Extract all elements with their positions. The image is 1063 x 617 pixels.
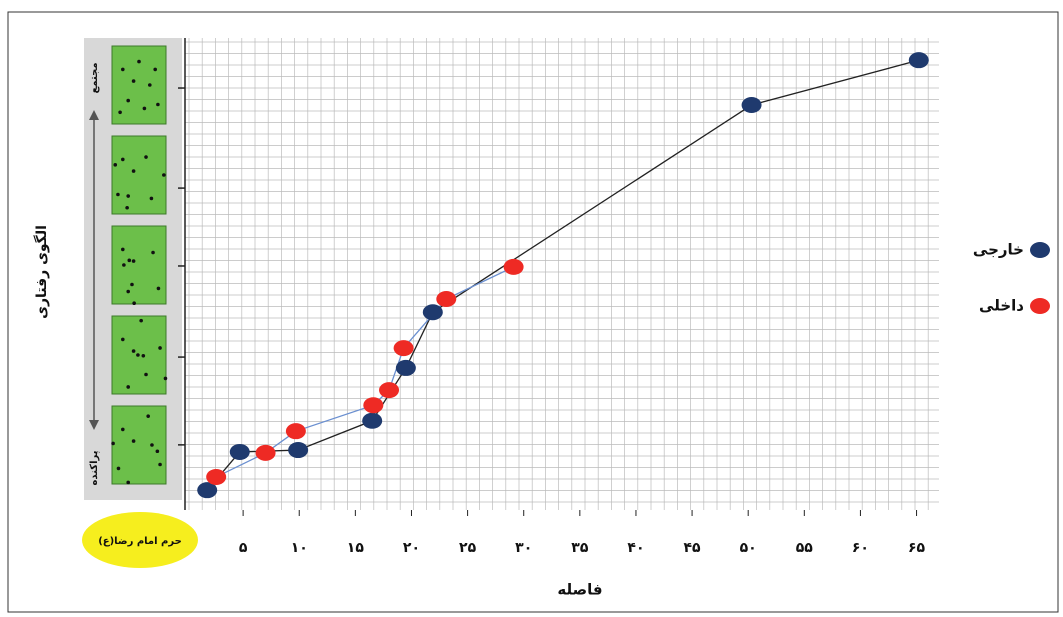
- x-tick-label: ۵۰: [740, 540, 757, 556]
- pattern-dot: [148, 83, 152, 87]
- chart: ۵ ۱۰ ۱۵ ۲۰ ۲۵ ۳۰ ۳۵ ۴۰ ۴۵ ۵۰ ۵۵ ۶۰ ۶۵ فاصله الگوی رفتا…: [0, 0, 1063, 617]
- x-tick-label: ۶۵: [908, 540, 926, 556]
- pattern-dot: [121, 68, 125, 72]
- pattern-dot: [144, 373, 148, 377]
- pattern-dot: [142, 354, 146, 358]
- y-bottom-label: پراکنده: [89, 450, 100, 485]
- data-point: [742, 97, 762, 113]
- pattern-dot: [126, 385, 130, 389]
- pattern-dot: [122, 263, 126, 267]
- pattern-dot: [130, 283, 134, 287]
- data-point: [363, 397, 383, 413]
- series-line: [216, 267, 513, 477]
- x-tick-label: ۳۰: [515, 540, 532, 556]
- x-tick-label: ۲۵: [459, 540, 477, 556]
- data-point: [436, 291, 456, 307]
- data-point: [230, 444, 250, 460]
- x-tick-label: ۴۰: [627, 540, 644, 556]
- pattern-dot: [144, 155, 148, 159]
- pattern-dot: [158, 346, 162, 350]
- pattern-dot: [158, 463, 162, 467]
- pattern-dot: [136, 353, 140, 357]
- pattern-dot: [111, 442, 115, 446]
- x-tick-label: ۴۵: [684, 540, 702, 556]
- pattern-dot: [156, 449, 160, 453]
- pattern-square: [112, 136, 166, 214]
- x-tick-label: ۲۰: [403, 540, 420, 556]
- pattern-dot: [118, 111, 122, 115]
- pattern-dot: [132, 79, 136, 83]
- pattern-square: [112, 406, 166, 484]
- legend-label: خارجی: [973, 241, 1024, 259]
- x-tick-label: ۵۵: [796, 540, 814, 556]
- pattern-dot: [121, 248, 125, 252]
- pattern-square: [112, 226, 166, 304]
- data-point: [256, 445, 276, 461]
- y-top-label: مجتمع: [89, 62, 100, 93]
- pattern-dot: [126, 481, 130, 485]
- x-tick-label: ۱۵: [347, 540, 365, 556]
- legend-marker: [1030, 242, 1050, 258]
- pattern-dot: [126, 290, 130, 294]
- pattern-dot: [126, 99, 130, 103]
- pattern-dot: [127, 259, 131, 263]
- data-point: [396, 360, 416, 376]
- pattern-dot: [113, 163, 117, 167]
- pattern-dot: [121, 338, 125, 342]
- x-tick-label: ۳۵: [571, 540, 589, 556]
- pattern-dot: [132, 349, 136, 353]
- data-point: [362, 413, 382, 429]
- x-axis-label: فاصله: [557, 581, 602, 599]
- y-axis-label: الگوی رفتاری: [33, 225, 50, 319]
- data-point: [394, 340, 414, 356]
- data-point: [286, 423, 306, 439]
- pattern-dot: [139, 319, 143, 323]
- x-tick-label: ۶۰: [852, 540, 869, 556]
- data-point: [206, 469, 226, 485]
- pattern-dot: [162, 173, 166, 177]
- pattern-dot: [137, 60, 141, 64]
- pattern-dot: [164, 377, 168, 381]
- pattern-dot: [125, 206, 129, 210]
- pattern-dot: [146, 414, 150, 418]
- data-point: [423, 304, 443, 320]
- pattern-dot: [121, 428, 125, 432]
- data-point: [909, 52, 929, 68]
- pattern-dot: [132, 169, 136, 173]
- pattern-dot: [151, 251, 155, 255]
- pattern-dot: [156, 103, 160, 107]
- pattern-dot: [153, 68, 157, 72]
- pattern-dot: [157, 287, 161, 291]
- pattern-dot: [116, 193, 120, 197]
- pattern-dot: [150, 443, 154, 447]
- pattern-dot: [132, 259, 136, 263]
- x-tick-label: ۵: [239, 540, 248, 556]
- origin-label: حرم امام رضا(ع): [98, 536, 182, 547]
- x-tick-label: ۱۰: [291, 540, 308, 556]
- legend-label: داخلی: [979, 297, 1024, 315]
- data-point: [504, 259, 524, 275]
- pattern-dot: [132, 439, 136, 443]
- pattern-dot: [143, 107, 147, 111]
- pattern-dot: [132, 301, 136, 305]
- data-point: [288, 442, 308, 458]
- data-point: [379, 382, 399, 398]
- pattern-dot: [150, 197, 154, 201]
- pattern-dot: [121, 158, 125, 162]
- legend-marker: [1030, 298, 1050, 314]
- pattern-dot: [126, 194, 130, 198]
- pattern-dot: [117, 467, 121, 471]
